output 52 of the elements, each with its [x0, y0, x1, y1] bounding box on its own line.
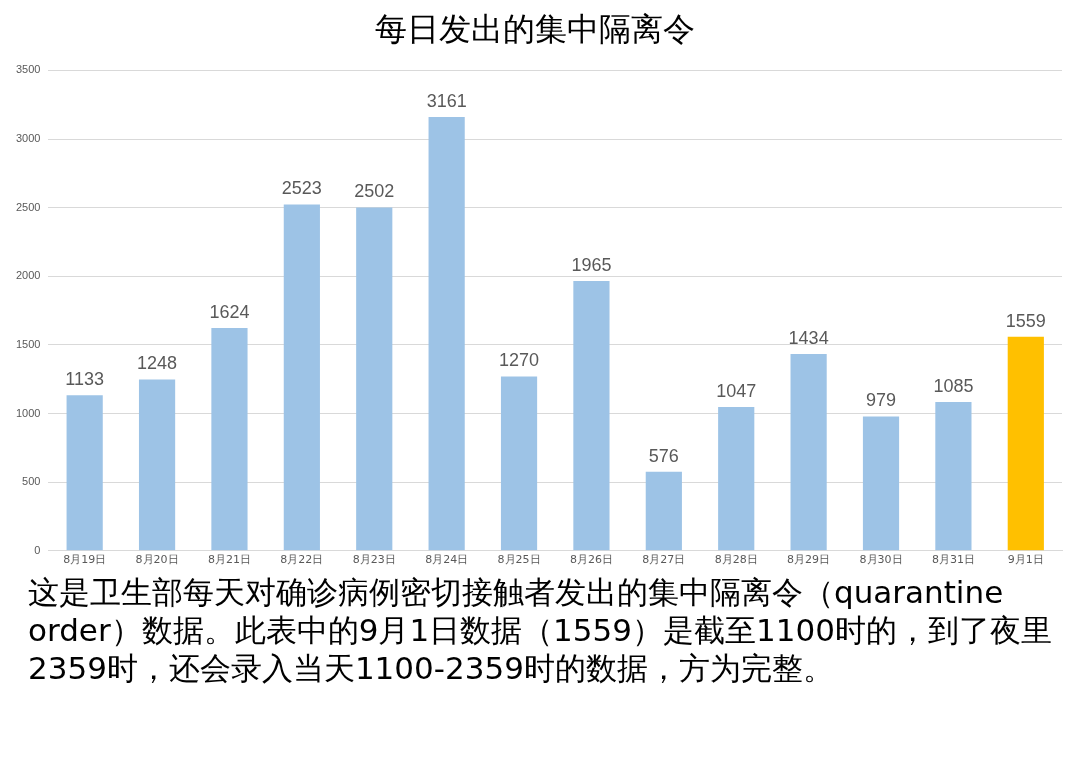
data-label: 1434	[788, 327, 829, 348]
bar	[283, 204, 320, 551]
data-label: 1248	[137, 353, 178, 374]
x-tick-label: 8月30日	[859, 553, 903, 567]
x-tick-label: 8月21日	[207, 553, 251, 567]
bar	[211, 327, 248, 551]
x-tick-label: 8月20日	[135, 553, 179, 567]
data-label: 1559	[1005, 310, 1046, 331]
data-label: 979	[865, 390, 897, 411]
data-label: 2523	[281, 178, 322, 199]
x-tick-label: 8月26日	[569, 553, 613, 567]
bar	[138, 379, 176, 551]
x-tick-label: 8月23日	[352, 553, 396, 567]
bar	[935, 401, 972, 551]
y-tick-label: 2500	[15, 200, 41, 213]
y-tick-label: 500	[22, 475, 41, 488]
data-label: 3161	[426, 90, 467, 111]
x-tick-label: 8月29日	[787, 553, 831, 567]
bar	[66, 395, 103, 551]
y-tick-label: 3000	[15, 132, 41, 145]
y-tick-label: 1500	[15, 337, 41, 350]
x-tick-label: 8月25日	[497, 553, 541, 567]
bar	[790, 353, 827, 551]
data-label: 1270	[499, 350, 540, 371]
data-label: 1047	[716, 381, 757, 402]
y-tick-label: 3500	[15, 63, 41, 76]
data-label: 1965	[571, 255, 612, 276]
data-label: 1085	[933, 375, 974, 396]
text: 这是卫生部每天对确诊病例密切接触者发出的集中隔离令（quarantine order）数据。此表中的9月1日数据（1559）是截至1100时的，到了夜里2359时，还会录入当天1100-2359时的数据，方为完整。	[27, 573, 1053, 688]
bar	[356, 207, 393, 551]
x-tick-label: 8月22日	[280, 553, 324, 567]
x-tick-label: 9月1日	[1007, 553, 1044, 567]
bar	[645, 471, 682, 551]
bar	[500, 376, 538, 551]
data-label: 1624	[209, 301, 250, 322]
data-label: 576	[648, 445, 679, 466]
bar	[718, 407, 755, 551]
y-tick-label: 1000	[15, 406, 41, 419]
y-tick-label: 0	[34, 543, 41, 556]
x-tick-label: 8月27日	[642, 553, 686, 567]
y-tick-label: 2000	[15, 269, 41, 282]
data-label: 1133	[65, 369, 105, 390]
x-tick-label: 8月19日	[63, 553, 107, 567]
x-tick-label: 8月31日	[931, 553, 975, 567]
data-label: 2502	[354, 181, 395, 202]
x-tick-label: 8月24日	[425, 553, 469, 567]
bar	[1007, 336, 1044, 551]
bar	[862, 416, 900, 551]
chart-title: 每日发出的集中隔离令	[375, 9, 695, 48]
bar	[428, 116, 465, 551]
bar	[573, 281, 610, 551]
x-tick-label: 8月28日	[714, 553, 758, 567]
